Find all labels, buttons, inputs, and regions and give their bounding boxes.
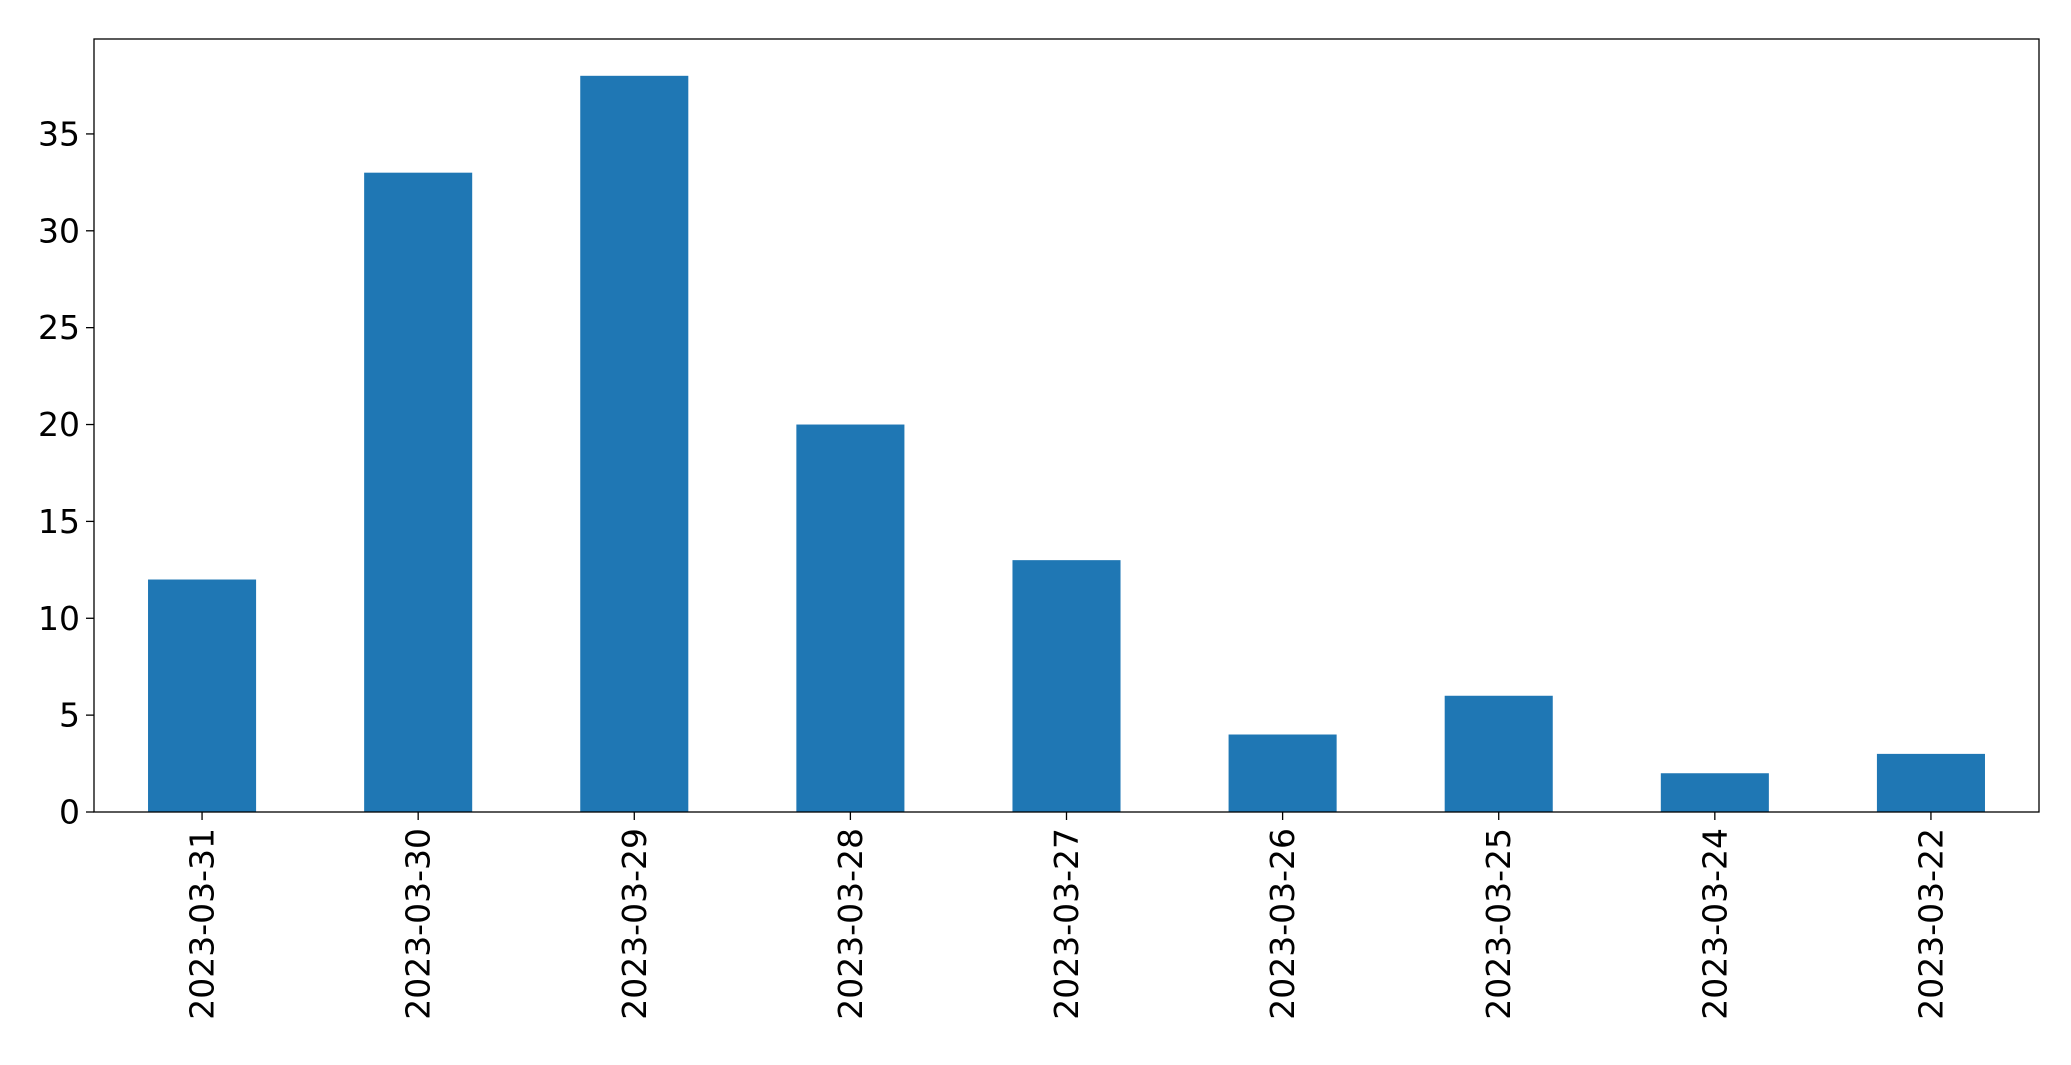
x-tick-label: 2023-03-25 <box>1479 828 1518 1020</box>
y-tick-label: 25 <box>38 308 80 347</box>
y-tick-label: 20 <box>38 405 80 444</box>
y-tick-label: 30 <box>38 211 80 250</box>
bar-2023-03-29 <box>580 75 689 812</box>
x-tick-label: 2023-03-29 <box>615 828 654 1020</box>
bar-2023-03-26 <box>1228 734 1337 812</box>
y-tick-label: 10 <box>38 599 80 638</box>
x-tick-label: 2023-03-26 <box>1263 828 1302 1020</box>
bar-2023-03-27 <box>1012 560 1121 812</box>
plot-frame <box>93 38 2040 813</box>
y-tick-label: 5 <box>59 696 80 735</box>
x-axis: 2023-03-31 2023-03-30 2023-03-29 2023-03-28… <box>183 812 1950 1020</box>
x-tick-label: 2023-03-28 <box>831 828 870 1020</box>
x-tick-label: 2023-03-27 <box>1047 828 1086 1020</box>
y-tick-label: 35 <box>38 114 80 153</box>
bar-2023-03-25 <box>1444 695 1553 812</box>
x-tick-label: 2023-03-30 <box>399 828 438 1020</box>
y-axis: 0 5 10 15 20 25 30 35 <box>38 114 94 832</box>
bar-2023-03-28 <box>796 424 905 812</box>
bars-layer <box>148 75 1985 812</box>
y-tick-label: 15 <box>38 502 80 541</box>
bar-2023-03-31 <box>148 579 257 812</box>
x-tick-label: 2023-03-24 <box>1695 828 1734 1020</box>
x-tick-label: 2023-03-22 <box>1911 828 1950 1020</box>
bar-2023-03-24 <box>1660 773 1769 812</box>
bar-2023-03-22 <box>1876 753 1985 812</box>
x-tick-label: 2023-03-31 <box>183 828 222 1020</box>
y-tick-label: 0 <box>59 793 80 832</box>
bar-2023-03-30 <box>364 172 473 812</box>
